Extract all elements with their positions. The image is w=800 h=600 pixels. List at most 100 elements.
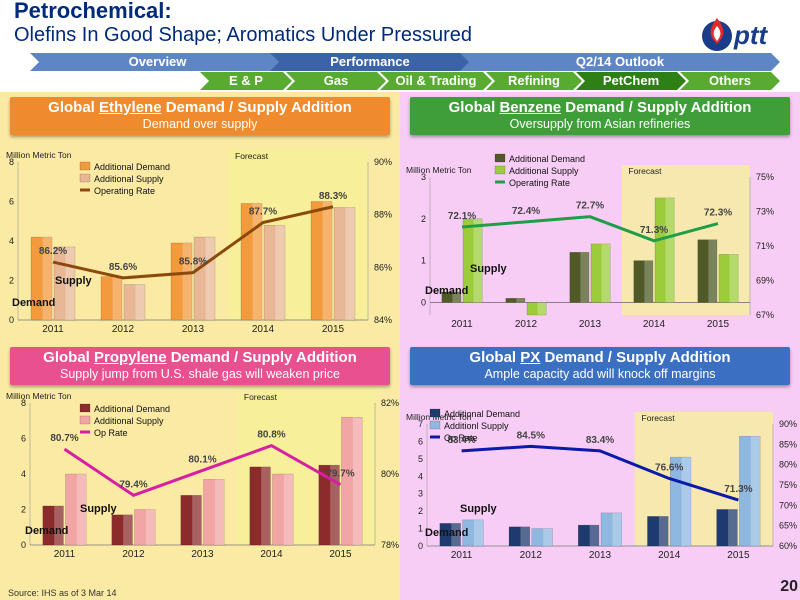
operating-rate-line — [63, 443, 342, 497]
y2-tick-label: 86% — [374, 262, 392, 272]
operating-rate-label: 85.6% — [109, 262, 137, 273]
operating-rate-label: 80.7% — [50, 433, 78, 444]
bar-demand — [577, 524, 600, 547]
nav-tab-refining[interactable]: Refining — [486, 72, 582, 90]
bar-highlight — [261, 466, 271, 545]
x-tick-label: 2014 — [658, 550, 681, 561]
chart-panel-propylene: Global Propylene Demand / Supply Additio… — [0, 342, 400, 600]
x-tick-label: 2014 — [252, 324, 275, 335]
bar-highlight — [451, 523, 461, 546]
bar-demand — [249, 466, 271, 546]
bar-demand — [505, 298, 526, 303]
x-tick-label: 2013 — [589, 550, 612, 561]
y2-tick-label: 82% — [381, 398, 399, 408]
y2-tick-label: 60% — [779, 541, 797, 551]
chart-title-suffix: Demand / Supply Addition — [166, 349, 357, 366]
chart-panel-benzene: Global Benzene Demand / Supply Addition O… — [400, 92, 800, 342]
x-tick-label: 2015 — [322, 324, 345, 335]
x-tick-label: 2011 — [42, 324, 64, 335]
y2-tick-label: 65% — [779, 521, 797, 531]
y-tick-label: 8 — [9, 157, 14, 167]
y2-tick-label: 80% — [381, 469, 399, 479]
bar-highlight — [644, 260, 653, 303]
operating-rate-label: 72.1% — [448, 211, 476, 222]
bar-demand — [716, 509, 738, 547]
forecast-label: Forecast — [642, 413, 676, 423]
bar-supply — [193, 236, 216, 321]
nav-tab-petchem[interactable]: PetChem — [576, 72, 686, 90]
nav-tab-overview[interactable]: Overview — [30, 53, 285, 71]
forecast-label: Forecast — [628, 166, 662, 176]
bar-highlight — [182, 242, 192, 320]
legend-label: Additional Demand — [94, 162, 170, 172]
page-subtitle: Olefins In Good Shape; Aromatics Under P… — [14, 24, 473, 46]
bar-highlight — [252, 203, 262, 320]
nav-tab-oil-trading[interactable]: Oil & Trading — [380, 72, 492, 90]
legend-label: Additional Demand — [94, 404, 170, 414]
bar-highlight — [589, 525, 599, 546]
y2-tick-label: 75% — [756, 172, 774, 182]
nav-tab-q2-14-outlook[interactable]: Q2/14 Outlook — [460, 53, 780, 71]
legend-swatch — [494, 153, 506, 163]
bar-demand — [170, 242, 193, 321]
annotation-demand: Demand — [12, 297, 55, 309]
x-tick-label: 2014 — [260, 549, 283, 560]
x-tick-label: 2012 — [515, 319, 538, 330]
y-tick-label: 0 — [21, 540, 26, 550]
chart-banner: Global Propylene Demand / Supply Additio… — [10, 347, 390, 385]
nav-tab-e-p[interactable]: E & P — [200, 72, 292, 90]
chart-title-prefix: Global — [48, 99, 100, 116]
nav-tab-performance[interactable]: Performance — [270, 53, 470, 71]
bar-highlight — [123, 514, 133, 545]
bar-highlight — [543, 528, 553, 546]
legend-swatch — [429, 408, 441, 418]
operating-rate-label: 76.6% — [655, 462, 683, 473]
operating-rate-label: 79.4% — [119, 479, 147, 490]
y-tick-label: 0 — [9, 315, 14, 325]
forecast-label: Forecast — [244, 392, 278, 402]
bar-supply — [333, 207, 356, 321]
x-tick-label: 2012 — [112, 324, 135, 335]
legend-swatch — [79, 415, 91, 425]
bar-supply — [203, 479, 225, 546]
bar-highlight — [658, 516, 669, 546]
y2-tick-label: 75% — [779, 480, 797, 490]
y-tick-label: 2 — [9, 276, 14, 286]
bar-supply — [65, 473, 87, 546]
bar-highlight — [192, 495, 202, 545]
y-tick-label: 6 — [21, 434, 26, 444]
chart-title: Global Propylene Demand / Supply Additio… — [10, 349, 390, 366]
bar-highlight — [474, 519, 484, 546]
operating-rate-label: 87.7% — [249, 207, 277, 218]
y2-tick-label: 90% — [779, 419, 797, 429]
legend-label: Op Rate — [444, 433, 478, 443]
flame-icon — [702, 18, 732, 51]
chart-banner: Global Benzene Demand / Supply Addition O… — [410, 97, 790, 135]
operating-rate-label: 72.7% — [576, 201, 604, 212]
legend-label: Additionl Supply — [444, 421, 509, 431]
x-tick-label: 2013 — [182, 324, 205, 335]
y-axis-title: Million Metric Ton — [6, 391, 72, 401]
bar-demand — [508, 526, 531, 547]
legend-label: Additional Supply — [94, 174, 164, 184]
nav-tab-others[interactable]: Others — [680, 72, 780, 90]
x-tick-label: 2012 — [122, 549, 145, 560]
legend-label: Additional Demand — [444, 409, 520, 419]
bar-supply — [590, 243, 611, 303]
bar-supply — [718, 254, 739, 303]
bar-demand — [111, 514, 133, 546]
bar-highlight — [283, 474, 294, 545]
chart-svg: Forecast Million Metric Ton 0 2 4 6 8 84% 86% 88%… — [6, 150, 392, 335]
nav-tab-gas[interactable]: Gas — [286, 72, 386, 90]
bar-demand — [569, 252, 590, 303]
x-tick-label: 2011 — [451, 319, 473, 330]
bar-highlight — [205, 237, 215, 320]
y-tick-label: 2 — [21, 505, 26, 515]
y-tick-label: 0 — [421, 297, 426, 307]
bar-highlight — [54, 505, 64, 545]
bar-supply — [462, 519, 484, 547]
legend-label: Op Rate — [94, 428, 128, 438]
bar-highlight — [729, 254, 739, 303]
y-axis-title: Million Metric Ton — [406, 165, 472, 175]
y-tick-label: 1 — [418, 524, 423, 534]
